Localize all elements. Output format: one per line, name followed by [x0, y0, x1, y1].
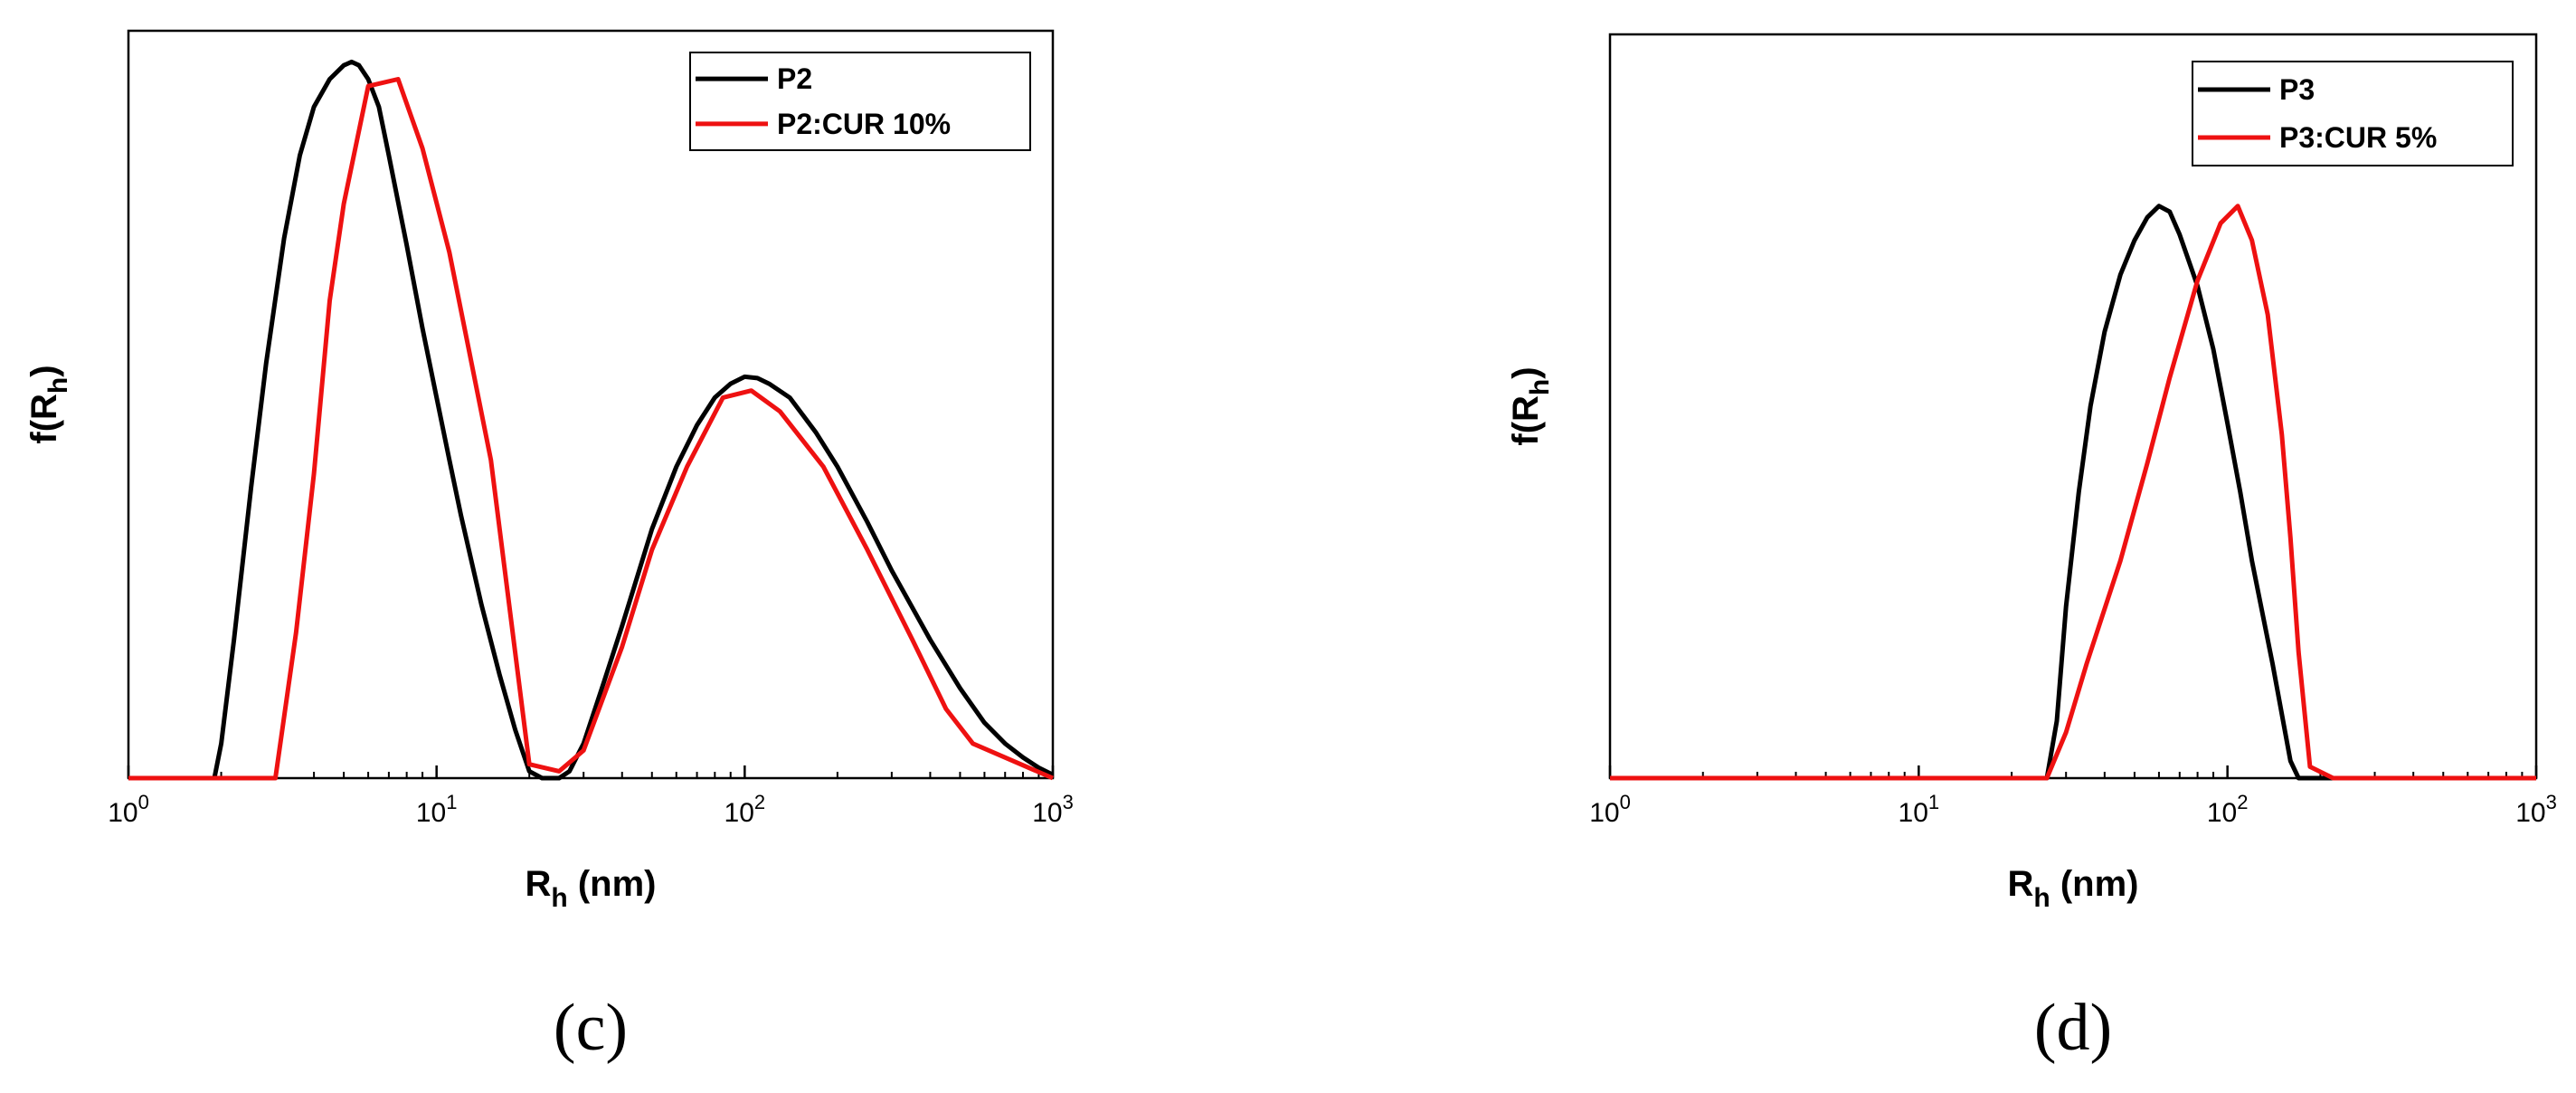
x-tick-label-c-3: 103 — [1032, 791, 1074, 828]
chart-panel-c: 100 101 102 103 Rh (nm) f(Rh) P2 P2:CUR 10% (c) — [24, 29, 1074, 1065]
x-tick-label-d-2: 102 — [2207, 791, 2249, 828]
legend-label-c-1: P2:CUR 10% — [777, 108, 951, 140]
plot-frame-c — [127, 29, 1055, 780]
panel-label-c: (c) — [554, 991, 628, 1065]
plot-frame-d — [1608, 33, 2538, 780]
x-tick-label-d-1: 101 — [1899, 791, 1940, 828]
legend-box-d — [2192, 61, 2514, 166]
panel-label-d: (d) — [2034, 991, 2112, 1065]
x-tick-label-d-0: 100 — [1589, 791, 1631, 828]
legend-d: P3 P3:CUR 5% — [2192, 61, 2514, 166]
legend-label-c-0: P2 — [777, 62, 812, 95]
x-tick-label-c-2: 102 — [724, 791, 766, 828]
x-tick-label-c-1: 101 — [416, 791, 458, 828]
x-tick-label-d-3: 103 — [2515, 791, 2557, 828]
series-line-c-0 — [128, 59, 1055, 781]
x-axis-label-d: Rh (nm) — [2008, 864, 2139, 913]
legend-label-d-1: P3:CUR 5% — [2279, 121, 2437, 154]
y-axis-label-c: f(Rh) — [24, 365, 73, 443]
y-axis-label-d: f(Rh) — [1506, 366, 1555, 445]
legend-label-d-0: P3 — [2279, 73, 2315, 106]
legend-c: P2 P2:CUR 10% — [689, 52, 1031, 151]
series-line-d-0 — [1610, 204, 2536, 781]
series-line-c-1 — [128, 77, 1054, 781]
legend-box-c — [689, 52, 1031, 151]
x-axis-label-c: Rh (nm) — [526, 864, 657, 913]
chart-panel-d: 100 101 102 103 Rh (nm) f(Rh) P3 P3:CUR 5% (d) — [1506, 33, 2557, 1065]
x-tick-label-c-0: 100 — [108, 791, 149, 828]
series-line-d-1 — [1610, 204, 2536, 781]
